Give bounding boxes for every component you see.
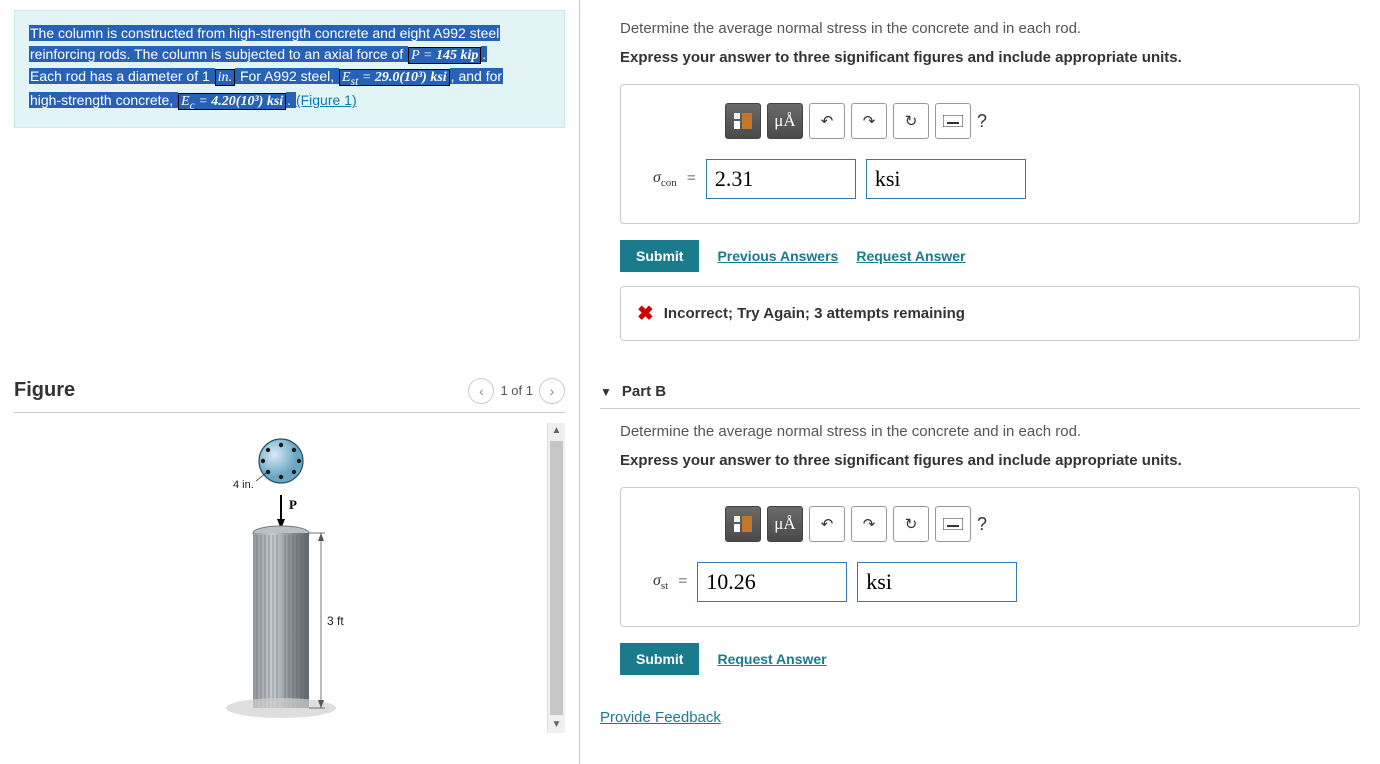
parta-answer-panel: μÅ ↶ ↷ ↻ ? σcon = — [620, 84, 1360, 224]
parta-feedback: ✖ Incorrect; Try Again; 3 attempts remai… — [620, 286, 1360, 341]
redo-button-b[interactable]: ↷ — [851, 506, 887, 542]
var-est: Est = 29.0(10³) ksi — [339, 69, 450, 86]
sigma-con-label: σcon — [653, 169, 677, 189]
equals-sign: = — [687, 170, 696, 188]
problem-text-7: high-strength concrete, — [29, 92, 178, 108]
partb-answer-row: σst = — [653, 562, 1335, 602]
keyboard-button[interactable] — [935, 103, 971, 139]
parta-answer-row: σcon = — [653, 159, 1335, 199]
previous-answers-link[interactable]: Previous Answers — [717, 248, 838, 264]
incorrect-icon: ✖ — [637, 301, 654, 326]
reset-button[interactable]: ↻ — [893, 103, 929, 139]
template-icon — [733, 112, 753, 130]
problem-text-2: reinforcing rods. The column is subjecte… — [29, 46, 408, 62]
partb-question: Determine the average normal stress in t… — [620, 423, 1360, 440]
equals-sign-b: = — [678, 573, 687, 591]
partb-unit-input[interactable] — [857, 562, 1017, 602]
keyboard-button-b[interactable] — [935, 506, 971, 542]
scroll-thumb[interactable] — [550, 441, 563, 715]
parta-value-input[interactable] — [706, 159, 856, 199]
radius-label: 4 in. — [233, 479, 254, 491]
partb-header[interactable]: ▼ Part B — [600, 371, 1360, 409]
undo-button[interactable]: ↶ — [809, 103, 845, 139]
var-p: P = 145 kip — [408, 47, 481, 64]
scroll-up-icon[interactable]: ▲ — [548, 423, 565, 439]
templates-button[interactable] — [725, 103, 761, 139]
partb-title: Part B — [622, 383, 666, 400]
help-button-b[interactable]: ? — [977, 514, 1007, 535]
figure-image: 4 in. P — [14, 423, 547, 733]
left-pane: The column is constructed from high-stre… — [0, 0, 580, 764]
parta-question: Determine the average normal stress in t… — [620, 20, 1360, 37]
partb-toolbar: μÅ ↶ ↷ ↻ ? — [725, 506, 1335, 542]
keyboard-icon — [943, 115, 963, 127]
parta-toolbar: μÅ ↶ ↷ ↻ ? — [725, 103, 1335, 139]
pager-next-button[interactable]: › — [539, 378, 565, 404]
templates-button-b[interactable] — [725, 506, 761, 542]
pager-text: 1 of 1 — [500, 383, 533, 398]
collapse-icon: ▼ — [600, 385, 612, 399]
parta-submit-button[interactable]: Submit — [620, 240, 699, 272]
partb-answer-panel: μÅ ↶ ↷ ↻ ? σst = — [620, 487, 1360, 627]
figure-title: Figure — [14, 379, 75, 402]
figure-scrollbar[interactable]: ▲ ▼ — [547, 423, 565, 733]
provide-feedback-link[interactable]: Provide Feedback — [600, 709, 721, 726]
keyboard-icon — [943, 518, 963, 530]
partb-value-input[interactable] — [697, 562, 847, 602]
feedback-text: Incorrect; Try Again; 3 attempts remaini… — [664, 305, 965, 322]
problem-statement: The column is constructed from high-stre… — [14, 10, 565, 128]
scroll-down-icon[interactable]: ▼ — [548, 717, 565, 733]
partb-submit-button[interactable]: Submit — [620, 643, 699, 675]
period-2: . — [286, 92, 296, 108]
partb-request-answer-link[interactable]: Request Answer — [717, 651, 826, 667]
pager-prev-button[interactable]: ‹ — [468, 378, 494, 404]
right-pane: Determine the average normal stress in t… — [580, 0, 1380, 764]
problem-text-4: Each rod has a diameter of 1 — [29, 68, 215, 84]
parta-request-answer-link[interactable]: Request Answer — [856, 248, 965, 264]
problem-text-1: The column is constructed from high-stre… — [29, 25, 500, 41]
unit-in: in. — [215, 69, 235, 86]
figure-body: 4 in. P — [14, 423, 565, 733]
parta-submit-row: Submit Previous Answers Request Answer — [620, 240, 1360, 272]
problem-text-6: , and for — [450, 68, 503, 84]
help-button[interactable]: ? — [977, 111, 1007, 132]
height-label: 3 ft — [327, 614, 344, 628]
parta-unit-input[interactable] — [866, 159, 1026, 199]
redo-button[interactable]: ↷ — [851, 103, 887, 139]
problem-text-5: For A992 steel, — [235, 68, 339, 84]
units-button-b[interactable]: μÅ — [767, 506, 803, 542]
figure-section: Figure ‹ 1 of 1 › — [14, 378, 565, 733]
sigma-st-label: σst — [653, 572, 668, 592]
period-1: . — [481, 46, 487, 62]
parta-instruct: Express your answer to three significant… — [620, 49, 1360, 66]
template-icon — [733, 515, 753, 533]
figure-link[interactable]: (Figure 1) — [296, 92, 357, 108]
app-root: The column is constructed from high-stre… — [0, 0, 1380, 764]
units-button[interactable]: μÅ — [767, 103, 803, 139]
figure-header: Figure ‹ 1 of 1 › — [14, 378, 565, 413]
partb-submit-row: Submit Request Answer — [620, 643, 1360, 675]
column-diagram: 4 in. P — [181, 433, 381, 733]
undo-button-b[interactable]: ↶ — [809, 506, 845, 542]
partb-instruct: Express your answer to three significant… — [620, 452, 1360, 469]
reset-button-b[interactable]: ↻ — [893, 506, 929, 542]
figure-pager: ‹ 1 of 1 › — [468, 378, 565, 404]
force-label: P — [289, 497, 297, 512]
var-ec: Ec = 4.20(10³) ksi — [178, 93, 286, 110]
